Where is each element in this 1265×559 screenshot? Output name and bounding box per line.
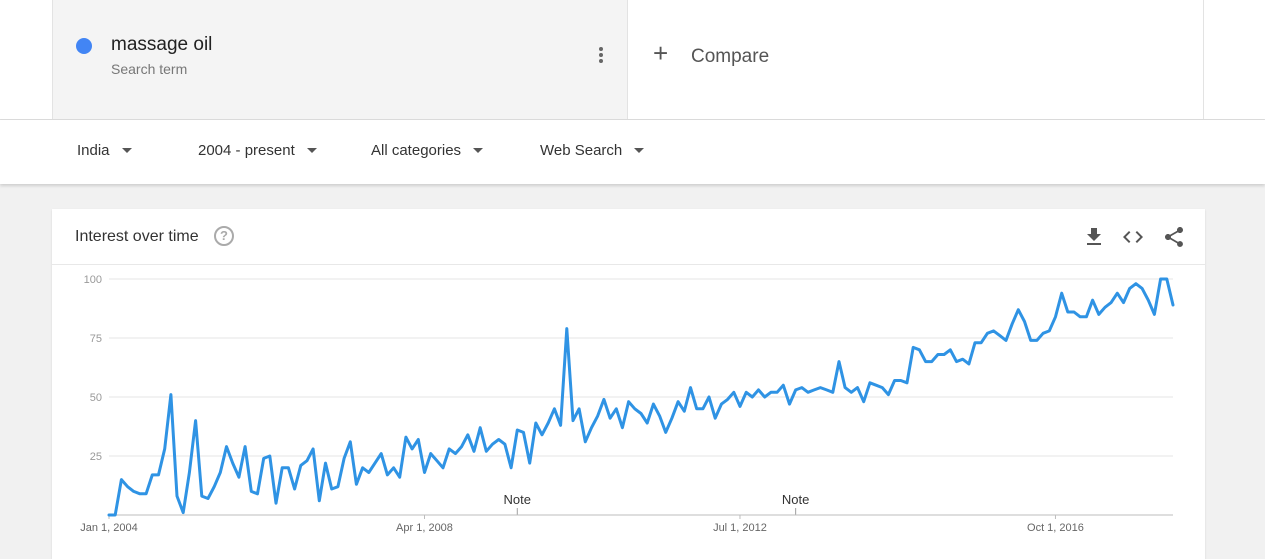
x-tick-label: Jan 1, 2004	[80, 522, 138, 534]
plus-icon: +	[653, 38, 669, 68]
dropdown-arrow-icon	[306, 147, 317, 153]
x-tick-label: Jul 1, 2012	[713, 522, 767, 534]
term-color-dot	[76, 38, 92, 54]
dropdown-arrow-icon	[473, 147, 484, 153]
region-dropdown[interactable]: India	[77, 142, 132, 159]
note-label: Note	[782, 492, 809, 507]
y-tick-label: 50	[90, 392, 102, 404]
y-tick-label: 100	[84, 274, 102, 286]
compare-button[interactable]: + Compare	[628, 0, 1204, 119]
note-label: Note	[504, 492, 531, 507]
card-title: Interest over time	[75, 228, 199, 245]
category-dropdown[interactable]: All categories	[371, 142, 484, 159]
embed-code-icon[interactable]	[1121, 225, 1145, 249]
time-range-label: 2004 - present	[198, 142, 295, 159]
download-icon[interactable]	[1082, 225, 1106, 249]
help-icon[interactable]: ?	[214, 226, 234, 246]
top-bar: massage oil Search term + Compare	[0, 0, 1265, 120]
region-label: India	[77, 142, 110, 159]
search-term-name: massage oil	[111, 34, 213, 55]
interest-over-time-card: Interest over time ? Note Note 25 50 75 100 J…	[52, 209, 1205, 559]
category-label: All categories	[371, 142, 462, 159]
x-tick-label: Apr 1, 2008	[396, 522, 453, 534]
card-header: Interest over time ?	[52, 209, 1205, 265]
dropdown-arrow-icon	[121, 147, 132, 153]
more-vert-icon[interactable]	[591, 43, 611, 67]
line-chart: Note Note 25 50 75 100 Jan 1, 2004 Apr 1, 2008…	[80, 274, 1175, 534]
filter-bar: India 2004 - present All categories Web …	[0, 120, 1265, 184]
x-tick-label: Oct 1, 2016	[1027, 522, 1084, 534]
share-icon[interactable]	[1162, 225, 1186, 249]
y-tick-label: 25	[90, 451, 102, 463]
y-tick-label: 75	[90, 333, 102, 345]
series-line-massage-oil	[107, 277, 1175, 517]
search-term-card[interactable]: massage oil Search term	[52, 0, 628, 119]
search-term-subtitle: Search term	[111, 61, 188, 77]
search-type-dropdown[interactable]: Web Search	[540, 142, 645, 159]
compare-label: Compare	[691, 46, 770, 67]
dropdown-arrow-icon	[634, 147, 645, 153]
search-type-label: Web Search	[540, 142, 623, 159]
time-range-dropdown[interactable]: 2004 - present	[198, 142, 317, 159]
